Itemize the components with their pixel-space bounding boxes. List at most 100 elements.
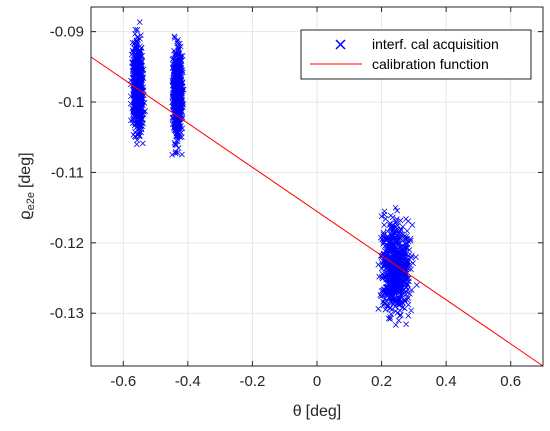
scatter-point [385,302,392,309]
scatter-point [377,292,384,298]
scatter-point [138,126,145,133]
scatter-point [382,286,388,293]
scatter-point [408,252,415,259]
scatter-point [406,247,413,253]
scatter-point [382,295,388,302]
scatter-point [392,204,399,211]
y-tick-label: -0.09 [50,24,84,41]
scatter-point [403,321,410,328]
x-axis-symbol: θ [293,403,302,420]
scatter-point [405,281,411,288]
scatter-point [175,90,181,97]
scatter-point [400,286,407,293]
scatter-point [138,44,145,51]
x-tick-label: 0 [313,373,321,390]
calibration-line-group [90,56,544,367]
scatter-point [387,285,394,292]
scatter-point [177,123,184,130]
scatter-point [135,75,141,81]
scatter-cluster-3 [375,204,420,328]
scatter-point [381,222,388,228]
scatter-point [408,307,414,314]
scatter-point [385,235,392,242]
scatter-point [392,322,399,328]
x-tick-label: -0.6 [110,373,136,390]
scatter-point [138,63,145,70]
scatter-point [171,34,178,41]
y-tick-label: -0.12 [50,235,84,252]
scatter-point [134,137,141,144]
scatter-point [392,249,399,256]
scatter-point [397,235,404,241]
x-tick-label: -0.2 [239,373,265,390]
scatter-point [405,312,412,319]
scatter-point [131,104,138,111]
y-axis-label: ϱe2e [deg] [17,152,37,219]
scatter-point [169,151,176,158]
scatter-point [389,227,396,234]
scatter-point [136,67,143,74]
scatter-point [392,288,399,295]
scatter-point [398,226,404,233]
scatter-point [170,87,177,94]
scatter-point [389,289,395,296]
legend-label-acquisition: interf. cal acquisition [372,36,499,52]
scatter-point [130,109,137,115]
scatter-point [397,312,404,318]
scatter-point [412,254,419,261]
scatter-point [410,260,416,267]
x-axis-unit: [deg] [306,403,342,420]
scatter-point [174,68,180,75]
scatter-point [404,275,411,282]
scatter-point [397,257,404,264]
scatter-point [173,120,180,127]
scatter-point [396,279,403,286]
scatter-point [172,87,179,94]
scatter-point [175,36,181,43]
scatter-point [388,311,394,317]
x-tick-label: 0.6 [500,373,521,390]
scatter-point [389,295,395,302]
scatter-point [137,32,144,39]
x-tick-label: -0.4 [175,373,201,390]
scatter-point [384,262,391,269]
scatter-point [173,133,179,139]
scatter-point [175,45,182,52]
scatter-point [382,216,389,222]
scatter-point [399,231,406,238]
scatter-point [380,229,387,236]
scatter-point [384,287,390,294]
scatter-point [390,238,397,244]
scatter-point [133,92,140,99]
scatter-point [139,140,146,147]
scatter-point [397,294,404,300]
y-axis-subscript: e2e [25,192,37,210]
scatter-point [389,233,395,240]
scatter-point [133,59,140,65]
scatter-point [131,119,138,125]
scatter-point [393,273,400,280]
scatter-point [378,213,385,220]
scatter-point [393,267,400,274]
legend-label-calibration: calibration function [372,56,489,72]
y-axis-symbol: ϱ [17,210,34,219]
y-tick-label: -0.13 [50,305,84,322]
scatter-point [135,59,142,66]
x-axis-label: θ [deg] [293,403,342,420]
scatter-point [400,253,407,260]
scatter-point [132,30,138,37]
scatter-point [404,262,411,269]
scatter-point [130,131,137,138]
scatter-point [173,142,180,149]
scatter-point [384,242,391,249]
scatter-point [383,235,390,242]
scatter-point [134,68,141,74]
y-axis-unit: [deg] [17,152,34,188]
scatter-point [389,266,396,273]
y-tick-label: -0.11 [51,164,84,181]
y-tick-label: -0.1 [58,94,84,111]
scatter-point [404,228,411,234]
grid [91,7,543,366]
scatter-point [136,19,143,26]
